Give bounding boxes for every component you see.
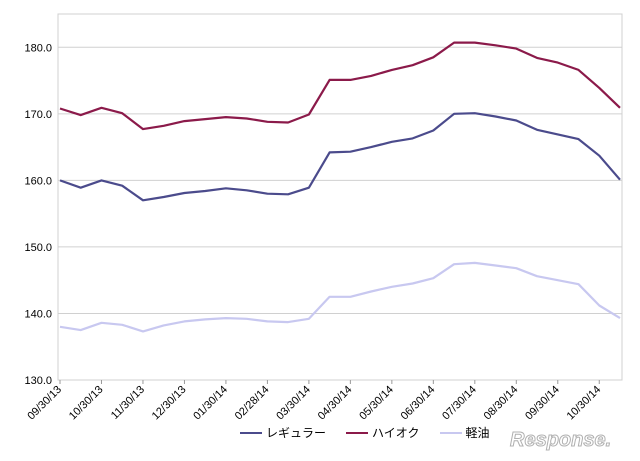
x-tick-label: 02/28/14: [233, 384, 272, 423]
x-tick-label: 03/30/14: [274, 384, 313, 423]
x-tick-label: 09/30/14: [523, 384, 562, 423]
legend-item-highoctane: ハイオク: [346, 424, 420, 441]
response-logo: Response.: [510, 429, 612, 452]
gridlines: [58, 46, 622, 381]
legend-label-diesel: 軽油: [465, 426, 490, 440]
legend-label-regular: レギュラー: [266, 426, 327, 440]
y-tick-label: 150.0: [24, 242, 52, 254]
series-line-2: [59, 261, 621, 333]
legend-item-diesel: 軽油: [439, 424, 490, 441]
series-line-1: [59, 41, 621, 131]
legend-swatch-diesel: [439, 431, 462, 434]
y-tick-label: 160.0: [24, 175, 52, 187]
x-tick-label: 11/30/13: [109, 384, 147, 422]
legend-swatch-highoctane: [346, 431, 369, 434]
x-tick-label: 05/30/14: [357, 384, 396, 423]
plot-area: [57, 13, 623, 381]
y-tick-label: 180.0: [24, 42, 52, 54]
legend-label-highoctane: ハイオク: [372, 426, 420, 440]
series-line-0: [59, 112, 621, 202]
x-tick-label: 01/30/14: [191, 384, 230, 423]
series-lines: [59, 41, 621, 333]
x-tick-label: 09/30/13: [25, 384, 64, 423]
legend-item-regular: レギュラー: [240, 424, 326, 441]
x-tick-label: 06/30/14: [399, 384, 438, 423]
x-tick-label: 07/30/14: [440, 384, 479, 423]
y-axis-ticks: 130.0 140.0 150.0 160.0 170.0 180.0: [24, 42, 52, 387]
x-tick-label: 12/30/13: [150, 384, 189, 423]
x-axis-ticks: 09/30/13 10/30/13 11/30/13 12/30/13 01/30/14…: [25, 380, 603, 422]
svg-text:Response.: Response.: [510, 429, 611, 451]
y-tick-label: 130.0: [24, 375, 52, 387]
plot-border: [57, 13, 623, 381]
x-tick-label: 08/30/14: [482, 384, 521, 423]
x-tick-label: 04/30/14: [316, 384, 355, 423]
y-tick-label: 170.0: [24, 109, 52, 121]
legend-swatch-regular: [240, 431, 262, 434]
legend: レギュラー ハイオク 軽油: [240, 424, 490, 441]
x-tick-label: 10/30/13: [67, 384, 106, 423]
x-tick-label: 10/30/14: [565, 384, 604, 423]
y-tick-label: 140.0: [24, 308, 52, 320]
